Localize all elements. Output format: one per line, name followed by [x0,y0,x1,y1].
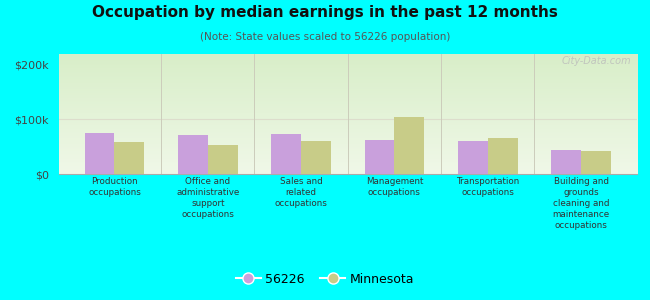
Text: City-Data.com: City-Data.com [562,56,631,66]
Bar [458,141,488,174]
Bar [551,150,581,174]
Text: Production
occupations: Production occupations [88,177,141,197]
Text: Office and
administrative
support
occupations: Office and administrative support occupa… [176,177,239,219]
Bar [84,133,114,174]
Bar [581,151,611,174]
Text: Occupation by median earnings in the past 12 months: Occupation by median earnings in the pas… [92,4,558,20]
Bar [488,138,517,174]
Bar [395,117,424,174]
Bar [114,142,144,174]
Text: (Note: State values scaled to 56226 population): (Note: State values scaled to 56226 popu… [200,32,450,41]
Bar [301,141,331,174]
Text: Transportation
occupations: Transportation occupations [456,177,519,197]
Bar [365,140,395,174]
Text: Building and
grounds
cleaning and
maintenance
occupations: Building and grounds cleaning and mainte… [552,177,610,230]
Text: Management
occupations: Management occupations [366,177,423,197]
Legend: 56226, Minnesota: 56226, Minnesota [231,268,419,291]
Text: Sales and
related
occupations: Sales and related occupations [275,177,328,208]
Bar [208,145,238,174]
Bar [271,134,301,174]
Bar [178,135,208,174]
